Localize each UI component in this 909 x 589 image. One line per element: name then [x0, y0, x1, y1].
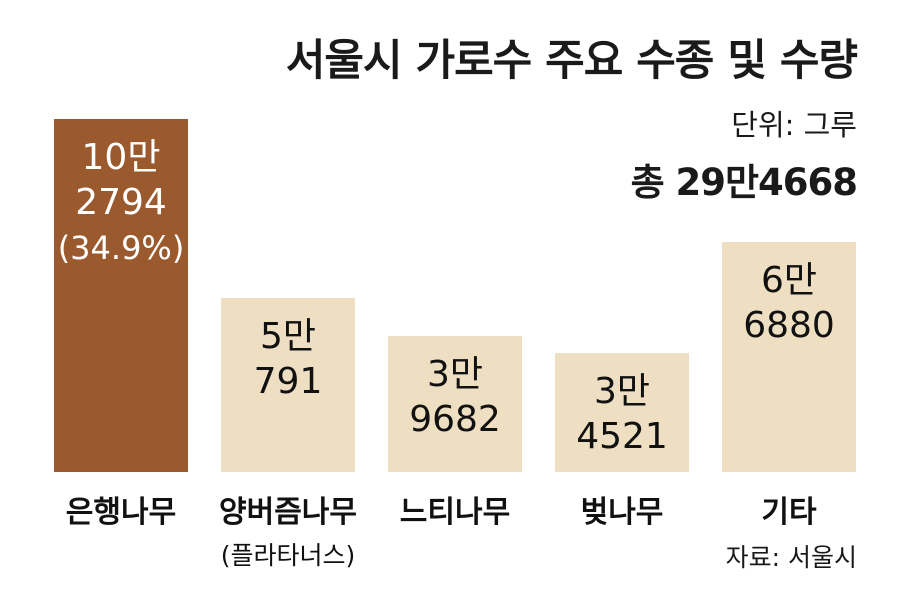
category-label-3: 느티나무	[400, 495, 510, 530]
bar-3-value-label-1: 3만	[427, 354, 483, 395]
bar-5-value-label-2: 6880	[743, 305, 835, 346]
bar-1-value-label-3: (34.9%)	[58, 229, 185, 267]
bar-5	[722, 242, 856, 472]
category-label-2: 양버즘나무	[219, 495, 357, 530]
bar-2-value-label-1: 5만	[260, 316, 316, 357]
bar-1-value-label-2: 2794	[75, 182, 167, 223]
category-label-4: 벚나무	[581, 495, 664, 530]
bar-1-value-label-1: 10만	[82, 137, 161, 178]
bar-2-value-label-2: 791	[254, 361, 323, 402]
bar-3-value-label-2: 9682	[409, 399, 501, 440]
bar-3	[388, 336, 522, 472]
total-label: 총 29만4668	[630, 161, 858, 204]
bar-2	[221, 298, 355, 472]
bar-5-value-label-1: 6만	[761, 260, 817, 301]
unit-label: 단위: 그루	[731, 108, 857, 142]
chart-title: 서울시 가로수 주요 수종 및 수량	[285, 36, 858, 86]
category-label-1: 은행나무	[66, 495, 176, 530]
bar-1	[54, 119, 188, 472]
category-label-5: 기타	[761, 495, 817, 530]
bar-4	[555, 353, 689, 472]
bar-4-value-label-1: 3만	[594, 371, 650, 412]
bar-4-value-label-2: 4521	[576, 416, 668, 457]
category-sublabel-2: (플라타너스)	[221, 541, 356, 570]
source-label: 자료: 서울시	[725, 543, 857, 572]
